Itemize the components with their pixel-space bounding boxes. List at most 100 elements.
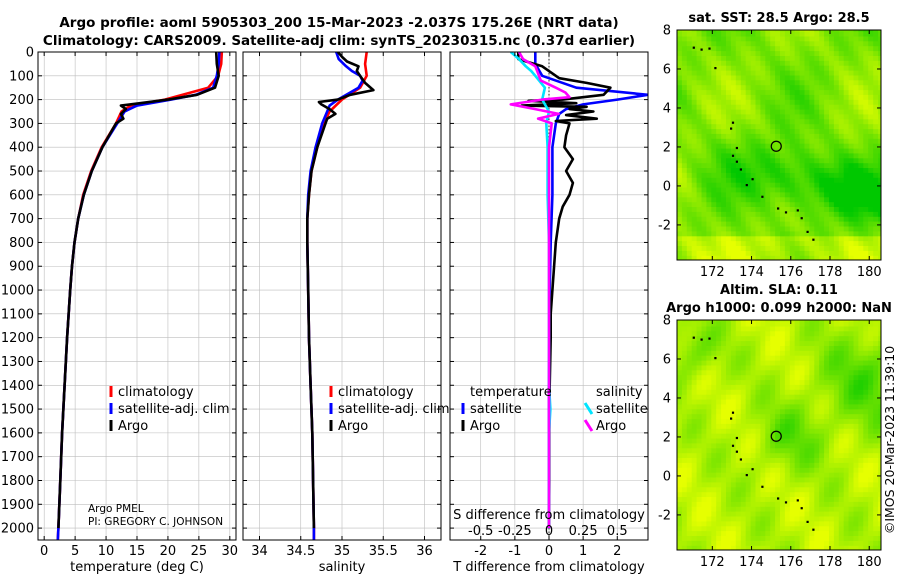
heatmap-cell <box>863 138 869 144</box>
heatmap-cell <box>784 540 791 546</box>
heatmap-cell <box>848 55 855 61</box>
heatmap-cell <box>696 89 703 95</box>
heatmap-cell <box>873 511 879 517</box>
heatmap-cell <box>716 403 722 410</box>
heatmap-cell <box>780 143 786 149</box>
depth-tick-label: 800 <box>9 236 34 251</box>
heatmap-cell <box>681 235 688 242</box>
heatmap-cell <box>804 74 810 81</box>
heatmap-cell <box>740 428 747 434</box>
heatmap-cell <box>770 89 776 95</box>
heatmap-cell <box>819 245 825 251</box>
heatmap-cell <box>863 345 869 351</box>
heatmap-cell <box>833 31 840 37</box>
heatmap-cell <box>780 447 786 454</box>
heatmap-cell <box>868 104 874 110</box>
heatmap-cell <box>843 31 850 37</box>
heatmap-cell <box>775 394 781 400</box>
heatmap-cell <box>721 225 727 232</box>
heatmap-cell <box>784 191 791 198</box>
heatmap-cell <box>858 515 864 522</box>
heatmap-cell <box>868 186 874 193</box>
sla-map-axes-box <box>676 319 882 551</box>
heatmap-cell <box>711 84 717 91</box>
heatmap-cell <box>735 167 742 173</box>
heatmap-cell <box>770 394 776 400</box>
heatmap-cell <box>681 89 688 95</box>
heatmap-cell <box>824 457 830 463</box>
heatmap-cell <box>824 108 830 115</box>
heatmap-cell <box>775 216 781 222</box>
heatmap-cell <box>730 211 737 217</box>
heatmap-cell <box>711 65 717 71</box>
heatmap-cell <box>677 186 683 193</box>
heatmap-cell <box>681 369 688 376</box>
heatmap-cell <box>819 162 825 168</box>
heatmap-cell <box>691 320 698 322</box>
heatmap-cell <box>843 325 850 332</box>
sst-heatmap <box>677 30 881 260</box>
heatmap-cell <box>716 486 722 493</box>
heatmap-cell <box>677 369 683 376</box>
heatmap-cell <box>794 320 801 322</box>
heatmap-cell <box>838 65 845 71</box>
heatmap-cell <box>794 79 801 86</box>
heatmap-cell <box>765 255 771 260</box>
heatmap-cell <box>824 428 830 434</box>
heatmap-cell <box>848 403 855 410</box>
heatmap-cell <box>760 321 766 327</box>
heatmap-cell <box>784 118 791 125</box>
heatmap-cell <box>701 206 707 212</box>
heatmap-cell <box>843 384 850 390</box>
heatmap-cell <box>716 99 722 105</box>
heatmap-cell <box>878 221 881 227</box>
heatmap-cell <box>775 360 781 366</box>
heatmap-cell <box>716 530 722 536</box>
heatmap-cell <box>780 45 786 52</box>
heatmap-cell <box>780 481 786 488</box>
heatmap-cell <box>760 452 766 458</box>
heatmap-cell <box>804 389 810 395</box>
heatmap-cell <box>809 442 815 449</box>
heatmap-cell <box>829 133 835 139</box>
heatmap-cell <box>853 182 859 188</box>
heatmap-cell <box>750 65 757 71</box>
heatmap-cell <box>819 70 825 76</box>
heatmap-cell <box>814 384 820 390</box>
heatmap-cell <box>799 545 806 550</box>
heatmap-cell <box>716 157 722 164</box>
heatmap-cell <box>745 143 752 149</box>
heatmap-cell <box>833 545 840 550</box>
heatmap-cell <box>848 225 855 232</box>
heatmap-cell <box>760 360 766 366</box>
heatmap-cell <box>819 515 825 522</box>
heatmap-cell <box>878 133 881 139</box>
heatmap-cell <box>858 320 864 322</box>
heatmap-cell <box>701 157 707 164</box>
heatmap-cell <box>691 345 698 351</box>
heatmap-cell <box>878 255 881 260</box>
heatmap-cell <box>809 476 815 483</box>
heatmap-cell <box>735 413 742 420</box>
heatmap-cell <box>696 177 703 183</box>
heatmap-cell <box>681 389 688 395</box>
heatmap-cell <box>804 221 810 227</box>
heatmap-cell <box>833 452 840 458</box>
heatmap-cell <box>745 515 752 522</box>
heatmap-cell <box>760 476 766 483</box>
heatmap-cell <box>799 182 806 188</box>
heatmap-cell <box>853 340 859 346</box>
heatmap-cell <box>819 530 825 536</box>
map-lat-tick-label: 2 <box>663 140 671 155</box>
heatmap-cell <box>755 491 761 497</box>
heatmap-cell <box>804 113 810 120</box>
heatmap-cell <box>784 225 791 232</box>
heatmap-cell <box>819 147 825 154</box>
heatmap-cell <box>745 250 752 256</box>
heatmap-cell <box>853 40 859 47</box>
heatmap-cell <box>799 462 806 468</box>
heatmap-cell <box>873 506 879 512</box>
heatmap-cell <box>696 182 703 188</box>
heatmap-cell <box>750 157 757 164</box>
heatmap-cell <box>829 172 835 178</box>
